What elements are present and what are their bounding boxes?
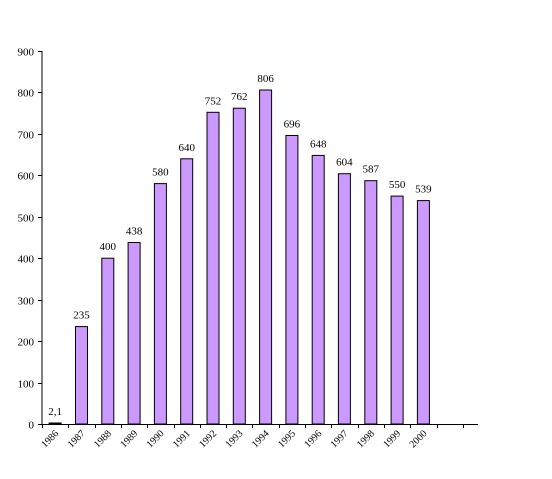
bar-1987 <box>75 326 88 425</box>
data-label-1989: 438 <box>126 226 143 238</box>
y-tick-label: 100 <box>18 379 35 391</box>
bar-1992 <box>206 111 220 425</box>
data-label-1993: 762 <box>231 91 248 103</box>
data-label-1996: 648 <box>310 138 327 150</box>
y-tick-label: 900 <box>18 47 35 59</box>
y-tick-label: 600 <box>18 171 35 183</box>
bar-1998 <box>364 180 378 425</box>
bar-1991 <box>180 158 194 425</box>
data-label-2000: 539 <box>415 184 432 196</box>
bar-1990 <box>153 183 167 425</box>
bar-1989 <box>127 242 141 425</box>
x-tick-label-1997: 1997 <box>329 428 351 450</box>
data-label-1998: 587 <box>363 164 380 176</box>
y-axis: 0 100 200 300 400 500 600 700 800 900 <box>18 47 43 432</box>
data-label-1994: 806 <box>257 73 274 85</box>
x-tick-label-1993: 1993 <box>224 428 246 450</box>
bar-1997 <box>337 173 351 425</box>
y-tick-label: 200 <box>18 337 35 349</box>
x-tick-label-1998: 1998 <box>355 428 377 450</box>
data-label-1991: 640 <box>178 142 195 154</box>
bar-1993 <box>232 107 246 425</box>
data-label-1986: 2,1 <box>48 406 62 418</box>
bar-1999 <box>390 195 404 425</box>
bar-1996 <box>311 154 325 425</box>
bar-1994 <box>259 89 273 425</box>
data-label-1988: 400 <box>100 241 117 253</box>
data-label-1990: 580 <box>152 167 169 179</box>
bars <box>48 89 430 425</box>
x-tick-label-1999: 1999 <box>381 428 403 450</box>
x-tick-label-1991: 1991 <box>171 428 193 450</box>
y-tick-label: 0 <box>29 420 35 432</box>
bar-1988 <box>101 257 115 425</box>
x-tick-label-1995: 1995 <box>276 428 298 450</box>
x-tick-label-1989: 1989 <box>118 428 140 450</box>
x-tick-label-1996: 1996 <box>302 428 324 450</box>
data-labels: 2,1 235 400 438 580 640 752 762 806 696 648 604 587 5… <box>48 73 432 418</box>
x-tick-label-2000: 2000 <box>408 428 430 450</box>
y-tick-label: 500 <box>18 213 35 225</box>
bar-2000 <box>416 200 430 425</box>
data-label-1995: 696 <box>284 119 301 131</box>
x-tick-label-1990: 1990 <box>145 428 167 450</box>
x-axis: 1986 1987 1988 1989 1990 1991 1992 1993 1994 1995… <box>39 424 478 450</box>
y-tick-label: 300 <box>18 296 35 308</box>
x-tick-label-1988: 1988 <box>92 428 114 450</box>
y-tick-label: 400 <box>18 254 35 266</box>
x-tick-label-1992: 1992 <box>197 428 219 450</box>
bar-1986 <box>48 422 62 425</box>
y-tick-label: 700 <box>18 130 35 142</box>
data-label-1997: 604 <box>336 157 353 169</box>
data-label-1999: 550 <box>389 179 406 191</box>
y-tick-label: 800 <box>18 88 35 100</box>
data-label-1992: 752 <box>205 95 222 107</box>
x-tick-label-1994: 1994 <box>250 428 272 450</box>
bar-1995 <box>285 135 299 425</box>
x-tick-label-1987: 1987 <box>66 428 88 450</box>
x-tick-label-1986: 1986 <box>39 428 61 450</box>
data-label-1987: 235 <box>73 310 90 322</box>
